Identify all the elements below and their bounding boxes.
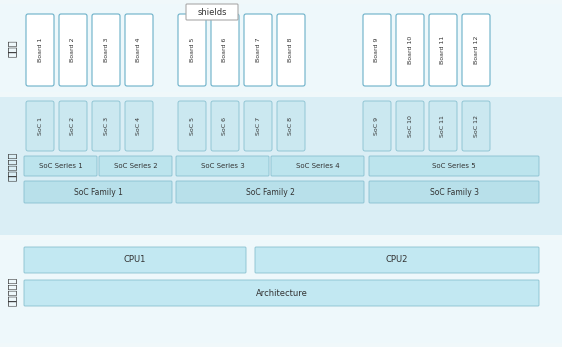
Text: 单板层: 单板层	[7, 39, 17, 57]
Text: Board 1: Board 1	[38, 38, 43, 62]
FancyBboxPatch shape	[277, 101, 305, 151]
Text: SoC Series 1: SoC Series 1	[39, 163, 83, 169]
Text: SoC 10: SoC 10	[407, 115, 413, 137]
FancyBboxPatch shape	[244, 101, 272, 151]
Text: Board 7: Board 7	[256, 38, 261, 62]
Text: Board 2: Board 2	[70, 38, 75, 62]
FancyBboxPatch shape	[24, 247, 246, 273]
Bar	[0, 240, 562, 343]
Text: Board 8: Board 8	[288, 38, 293, 62]
Text: SoC Series 2: SoC Series 2	[114, 163, 157, 169]
Text: Board 5: Board 5	[189, 38, 194, 62]
Text: Architecture: Architecture	[256, 288, 307, 297]
FancyBboxPatch shape	[26, 14, 54, 86]
Text: SoC Series 3: SoC Series 3	[201, 163, 244, 169]
FancyBboxPatch shape	[211, 101, 239, 151]
Text: SoC 6: SoC 6	[223, 117, 228, 135]
Text: 芯片架构层: 芯片架构层	[7, 277, 17, 306]
Text: Board 10: Board 10	[407, 36, 413, 64]
Text: SoC 5: SoC 5	[189, 117, 194, 135]
FancyBboxPatch shape	[244, 14, 272, 86]
FancyBboxPatch shape	[92, 101, 120, 151]
FancyBboxPatch shape	[176, 156, 269, 176]
Text: SoC Series 5: SoC Series 5	[432, 163, 476, 169]
FancyBboxPatch shape	[255, 247, 539, 273]
FancyBboxPatch shape	[92, 14, 120, 86]
Text: Board 4: Board 4	[137, 38, 142, 62]
FancyBboxPatch shape	[24, 181, 172, 203]
Text: SoC 7: SoC 7	[256, 117, 261, 135]
FancyBboxPatch shape	[396, 14, 424, 86]
Text: Board 9: Board 9	[374, 38, 379, 62]
FancyBboxPatch shape	[125, 14, 153, 86]
FancyBboxPatch shape	[462, 14, 490, 86]
FancyBboxPatch shape	[99, 156, 172, 176]
FancyBboxPatch shape	[211, 14, 239, 86]
Text: Board 12: Board 12	[474, 36, 478, 64]
Text: SoC 9: SoC 9	[374, 117, 379, 135]
FancyBboxPatch shape	[363, 101, 391, 151]
FancyBboxPatch shape	[462, 101, 490, 151]
Text: SoC 3: SoC 3	[103, 117, 108, 135]
FancyBboxPatch shape	[369, 156, 539, 176]
Text: CPU2: CPU2	[386, 255, 408, 264]
Text: SoC 4: SoC 4	[137, 117, 142, 135]
Text: SoC 2: SoC 2	[70, 117, 75, 135]
Text: CPU1: CPU1	[124, 255, 146, 264]
Text: Board 11: Board 11	[441, 36, 446, 64]
FancyBboxPatch shape	[271, 156, 364, 176]
Text: SoC 1: SoC 1	[38, 117, 43, 135]
FancyBboxPatch shape	[363, 14, 391, 86]
FancyBboxPatch shape	[277, 14, 305, 86]
Text: SoC 12: SoC 12	[474, 115, 478, 137]
Text: SoC Series 4: SoC Series 4	[296, 163, 339, 169]
FancyBboxPatch shape	[369, 181, 539, 203]
FancyBboxPatch shape	[26, 101, 54, 151]
Text: SoC Family 2: SoC Family 2	[246, 187, 294, 196]
FancyBboxPatch shape	[178, 101, 206, 151]
Text: shields: shields	[197, 8, 226, 17]
FancyBboxPatch shape	[59, 101, 87, 151]
Text: SoC 11: SoC 11	[441, 115, 446, 137]
FancyBboxPatch shape	[178, 14, 206, 86]
Text: Board 6: Board 6	[223, 38, 228, 62]
FancyBboxPatch shape	[24, 156, 97, 176]
FancyBboxPatch shape	[59, 14, 87, 86]
FancyBboxPatch shape	[429, 101, 457, 151]
Text: Board 3: Board 3	[103, 38, 108, 62]
FancyBboxPatch shape	[429, 14, 457, 86]
FancyBboxPatch shape	[176, 181, 364, 203]
FancyBboxPatch shape	[186, 4, 238, 20]
Text: SoC 8: SoC 8	[288, 117, 293, 135]
Text: SoC Family 3: SoC Family 3	[429, 187, 478, 196]
FancyBboxPatch shape	[125, 101, 153, 151]
Bar	[0, 4, 562, 92]
Text: 片上系统层: 片上系统层	[7, 151, 17, 181]
FancyBboxPatch shape	[396, 101, 424, 151]
Bar	[0, 97, 562, 235]
Text: SoC Family 1: SoC Family 1	[74, 187, 123, 196]
FancyBboxPatch shape	[24, 280, 539, 306]
